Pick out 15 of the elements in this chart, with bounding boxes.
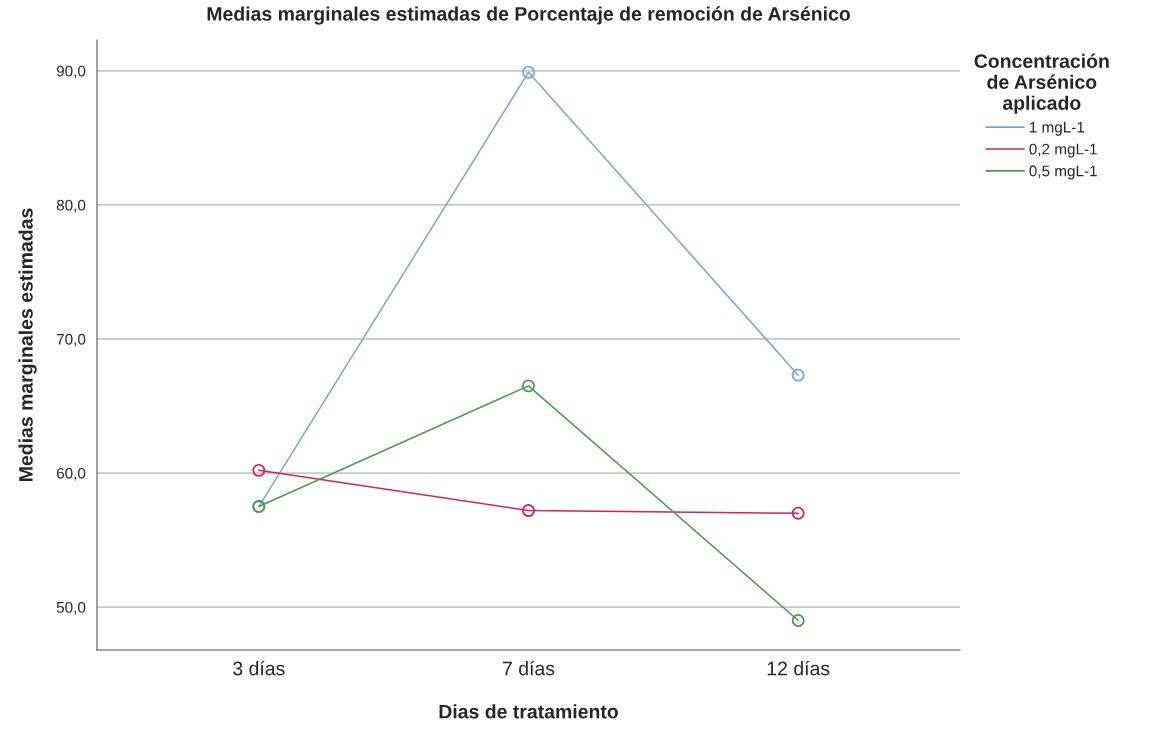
y-axis-title: Medias marginales estimadas	[18, 208, 37, 481]
legend-title: Concentración de Arsénico aplicado	[974, 53, 1109, 114]
y-tick-label: 90,0	[56, 65, 86, 79]
chart-title: Medias marginales estimadas de Porcentaje de remoción de Arsénico	[207, 6, 850, 25]
y-tick-label: 60,0	[56, 467, 86, 481]
legend-label: 0,5 mgL-1	[1029, 165, 1097, 180]
y-tick-label: 70,0	[56, 333, 86, 347]
legend-label: 0,2 mgL-1	[1029, 143, 1097, 158]
y-tick-label: 80,0	[56, 199, 86, 213]
x-axis-title: Dias de tratamiento	[439, 704, 618, 719]
x-tick-label: 12 días	[767, 660, 830, 676]
y-tick-label: 50,0	[56, 601, 86, 615]
x-tick-label: 3 días	[233, 660, 285, 676]
x-tick-label: 7 días	[503, 660, 555, 676]
legend-label: 1 mgL-1	[1029, 121, 1085, 136]
